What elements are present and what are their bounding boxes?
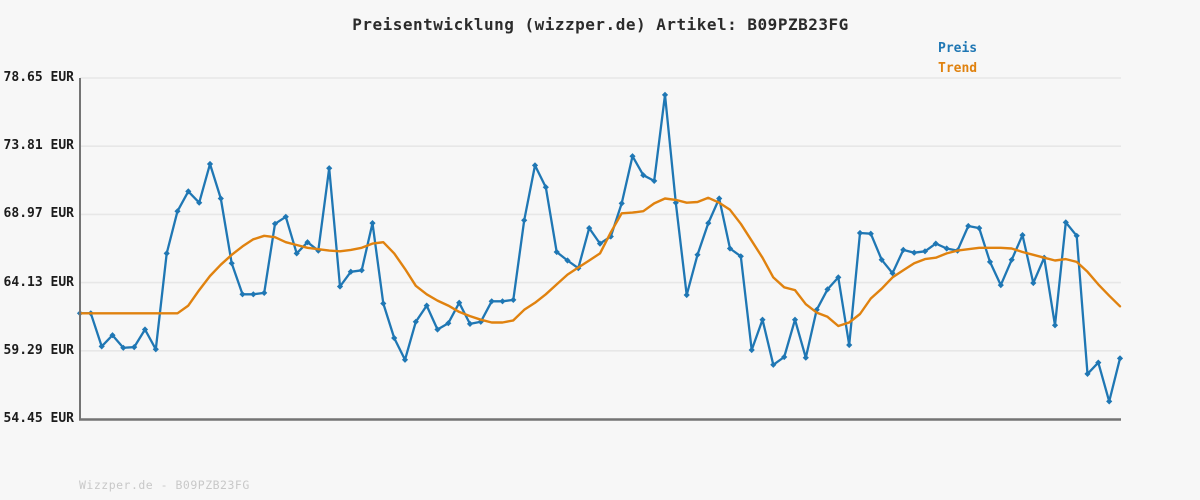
watermark: Wizzper.de - B09PZB23FG <box>79 478 250 492</box>
legend-trend-label: Trend <box>938 61 978 76</box>
preis-line <box>78 93 1122 403</box>
y-axis-tick-label: 78.65 EUR <box>3 70 74 85</box>
y-axis-tick-label: 64.13 EUR <box>3 274 74 290</box>
chart-title: Preisentwicklung (wizzper.de) Artikel: B… <box>352 15 849 34</box>
y-axis-tick-label: 68.97 EUR <box>3 206 74 222</box>
y-axis-tick-label: 59.29 EUR <box>3 342 74 358</box>
y-axis-tick-label: 54.45 EUR <box>3 411 74 426</box>
legend-preis-label: Preis <box>938 41 978 56</box>
trend-line <box>78 196 1122 328</box>
y-axis-tick-label: 73.81 EUR <box>3 138 74 154</box>
legend: Preis Trend <box>938 39 977 79</box>
preis-markers <box>76 91 1124 405</box>
